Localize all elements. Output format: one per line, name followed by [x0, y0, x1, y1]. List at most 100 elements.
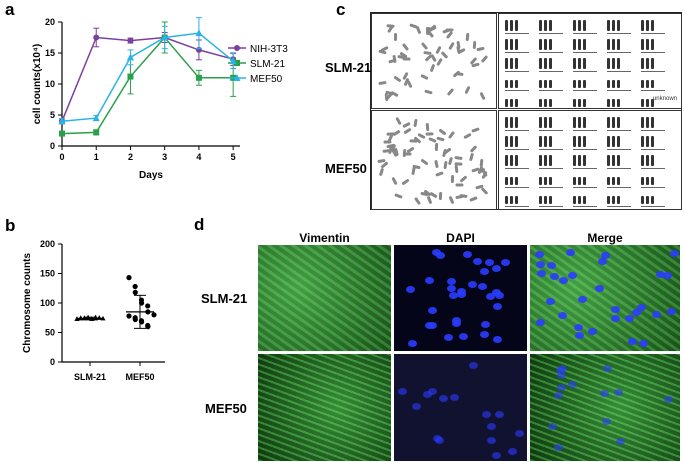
y-tick-label: 0: [50, 357, 55, 367]
chromosome: [420, 74, 429, 81]
chromosome: [470, 126, 480, 133]
x-tick-label: 0: [59, 152, 64, 162]
nucleus: [632, 308, 642, 316]
chromosome: [583, 80, 586, 88]
chromosome: [510, 58, 513, 69]
chromosome: [617, 177, 620, 185]
chromosome: [651, 58, 654, 69]
chromosome: [612, 177, 615, 185]
chromosome: [578, 80, 581, 88]
chromosome: [515, 39, 518, 50]
chromosome: [450, 174, 455, 184]
chromosome: [426, 196, 433, 205]
nucleus: [447, 278, 457, 286]
nucleus: [610, 315, 620, 323]
chromosome: [607, 20, 610, 31]
chromosome: [607, 80, 610, 88]
karyogram-divider: [641, 149, 665, 150]
chromosome: [583, 99, 586, 107]
data-point: [132, 289, 138, 295]
legend-marker: [233, 74, 241, 81]
chromosome: [641, 99, 644, 107]
chromosome: [641, 136, 644, 147]
karyogram-divider: [607, 71, 631, 72]
karyogram-divider: [505, 168, 529, 169]
karyogram-divider: [641, 71, 665, 72]
nucleus: [594, 284, 604, 292]
chromosome: [646, 155, 649, 166]
nucleus: [546, 261, 556, 269]
chromosome: [544, 99, 547, 107]
nucleus: [425, 277, 435, 285]
chromosome: [544, 58, 547, 69]
karyogram-divider: [607, 33, 631, 34]
chromosome: [612, 80, 615, 88]
data-point: [229, 57, 237, 65]
chromosome: [505, 177, 508, 185]
nucleus: [492, 302, 502, 310]
scatter-chart: 0 50 100 150 200 Chromosome counts SLM-21 MEF50: [22, 239, 165, 382]
chromosome: [583, 20, 586, 31]
nucleus: [558, 276, 568, 284]
nucleus: [438, 394, 448, 402]
chromosome: [465, 33, 470, 42]
chromosome: [583, 117, 586, 128]
chromosome: [646, 99, 649, 107]
chromosome: [651, 20, 654, 31]
chromosome: [539, 177, 542, 185]
chromosome: [573, 155, 576, 166]
nucleus: [567, 271, 577, 279]
chromosome: [510, 117, 513, 128]
x-tick-label: MEF50: [125, 372, 154, 382]
chromosome: [583, 196, 586, 204]
karyogram-divider: [641, 33, 665, 34]
nucleus: [578, 296, 588, 304]
micrograph-dapi-mef50: [394, 354, 527, 461]
nucleus: [575, 331, 585, 339]
chromosome: [641, 117, 644, 128]
nucleus: [557, 312, 567, 320]
chromosome: [539, 196, 542, 204]
chromosome: [578, 99, 581, 107]
chromosome: [549, 155, 552, 166]
chromosome: [393, 75, 402, 83]
nucleus: [587, 328, 597, 336]
chromosome: [464, 85, 471, 95]
karyogram-divider: [607, 90, 631, 91]
karyogram-divider: [539, 168, 563, 169]
chromosome: [544, 177, 547, 185]
chromosome: [425, 132, 434, 136]
chromosome: [573, 177, 576, 185]
micrograph-vimentin-slm21: [258, 245, 391, 351]
nucleus: [457, 290, 467, 298]
data-point: [92, 114, 100, 122]
chromosome: [455, 194, 465, 199]
y-tick-label: 100: [40, 298, 55, 308]
chromosome: [549, 58, 552, 69]
chromosome: [459, 175, 468, 183]
chromosome: [578, 20, 581, 31]
y-tick-label: 150: [40, 269, 55, 279]
chromosome: [573, 99, 576, 107]
legend-label: MEF50: [250, 74, 283, 85]
nucleus: [546, 297, 556, 305]
chromosome: [505, 80, 508, 88]
chromosome: [583, 58, 586, 69]
karyogram-divider: [641, 130, 665, 131]
chromosome: [544, 80, 547, 88]
chromosome: [515, 136, 518, 147]
chromosome: [420, 192, 430, 197]
legend-marker: [234, 45, 240, 51]
nucleus: [602, 418, 612, 426]
x-tick-label: 3: [162, 152, 167, 162]
y-axis-label: cell counts(x10⁴): [32, 44, 43, 125]
chromosome: [480, 54, 488, 63]
col-header-vimentin: Vimentin: [299, 231, 350, 245]
nucleus: [553, 444, 563, 452]
data-point: [161, 33, 169, 41]
chromosome: [646, 39, 649, 50]
chromosome: [388, 58, 398, 64]
nucleus: [447, 285, 457, 293]
panel-label-d: d: [194, 215, 205, 234]
nucleus: [480, 330, 490, 338]
